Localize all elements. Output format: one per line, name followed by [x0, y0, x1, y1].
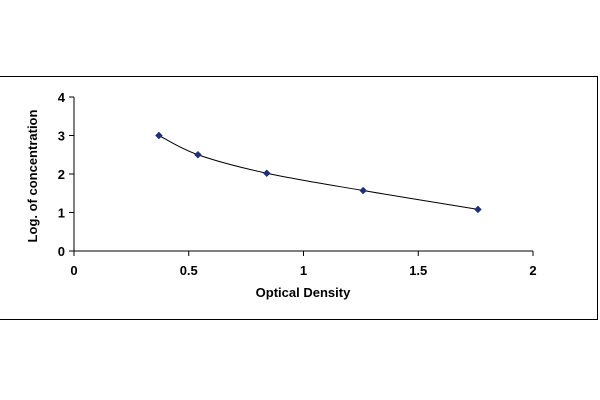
y-tick-label: 3 — [58, 129, 65, 144]
chart-frame — [0, 76, 598, 320]
x-tick-label: 2 — [529, 263, 536, 278]
x-tick-label: 0 — [70, 263, 77, 278]
data-point — [155, 131, 163, 140]
y-tick-labels: 0 1 2 3 4 — [58, 90, 66, 259]
y-axis-title: Log. of concentration — [25, 110, 40, 243]
trend-curve — [158, 135, 479, 210]
x-tick-label: 1 — [300, 263, 307, 278]
x-tick-label: 0.5 — [180, 263, 198, 278]
x-axis-title: Optical Density — [256, 285, 351, 300]
data-point — [474, 205, 482, 214]
data-point — [359, 186, 368, 195]
tick-marks — [69, 96, 534, 256]
data-point — [262, 169, 271, 178]
data-point — [194, 150, 202, 159]
y-tick-label: 0 — [58, 244, 65, 259]
x-tick-labels: 0 0.5 1 1.5 2 — [70, 263, 536, 278]
x-tick-label: 1.5 — [409, 263, 427, 278]
axes — [73, 97, 533, 252]
data-markers — [155, 131, 482, 214]
y-tick-label: 4 — [58, 90, 66, 105]
y-tick-label: 1 — [58, 206, 65, 221]
y-tick-label: 2 — [58, 167, 65, 182]
